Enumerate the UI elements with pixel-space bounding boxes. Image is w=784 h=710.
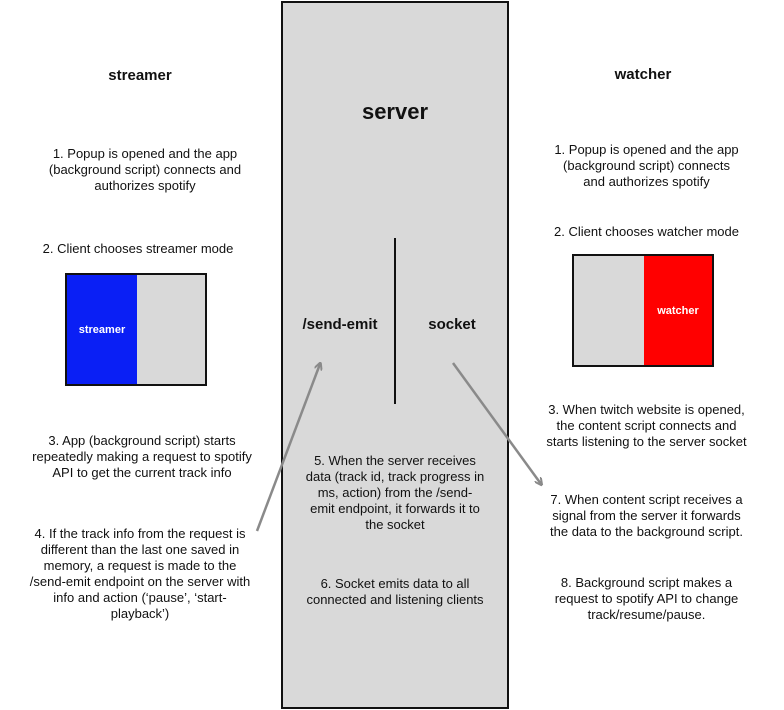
watcher-mode-toggle[interactable]: watcher [572,254,714,367]
watcher-step-2: 2. Client chooses watcher mode [554,224,739,239]
streamer-step-3: 3. App (background script) starts repeat… [32,433,252,480]
arrow-streamer-to-send-emit [255,364,320,532]
watcher-step-7: 7. When content script receives a signal… [550,492,743,539]
send-emit-endpoint-label: /send-emit [302,316,378,333]
streamer-mode-selected: streamer [67,275,137,384]
watcher-mode-label: watcher [657,304,699,317]
server-step-6: 6. Socket emits data to all connected an… [306,576,484,607]
streamer-step-2: 2. Client chooses streamer mode [42,241,234,256]
watcher-step-8: 8. Background script makes a request to … [554,575,739,622]
streamer-title: streamer [108,67,172,84]
watcher-mode-selected: watcher [644,256,712,365]
arrow-socket-to-watcher [451,362,541,484]
server-step-5: 5. When the server receives data (track … [305,453,485,532]
watcher-step-3: 3. When twitch website is opened, the co… [546,402,747,449]
server-title: server [361,99,429,124]
streamer-step-1: 1. Popup is opened and the app (backgrou… [48,146,242,193]
streamer-step-4: 4. If the track info from the request is… [29,526,251,621]
server-divider [394,238,396,404]
watcher-title: watcher [614,66,672,83]
streamer-mode-label: streamer [78,323,126,336]
watcher-step-1: 1. Popup is opened and the app (backgrou… [554,142,739,189]
socket-label: socket [428,316,476,333]
streamer-mode-toggle[interactable]: streamer [65,273,207,386]
